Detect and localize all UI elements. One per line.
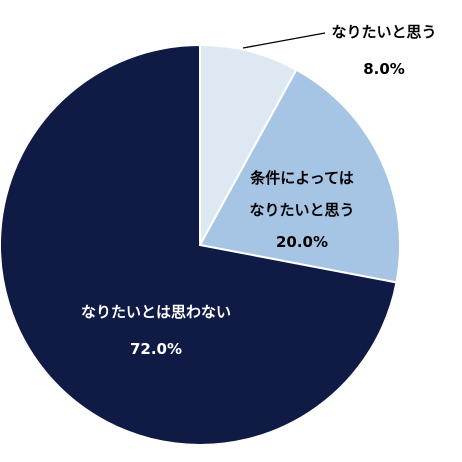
pie-slice-0 [199, 43, 298, 246]
slice-value-0: 8.0% [363, 60, 405, 78]
pie-slice-2 [0, 43, 398, 446]
slice-label-1-line-2: なりたいと思う [249, 201, 354, 219]
slice-label-0: なりたいと思う [331, 23, 436, 41]
pie-slices [0, 43, 401, 446]
slice-value-2: 72.0% [130, 340, 182, 358]
slice-label-1-line-1: 条件によっては [249, 169, 354, 187]
callout-leader-line [242, 32, 326, 49]
slice-value-1: 20.0% [276, 233, 328, 251]
pie-slice-1 [198, 68, 401, 284]
slice-label-2: なりたいとは思わない [81, 303, 231, 321]
